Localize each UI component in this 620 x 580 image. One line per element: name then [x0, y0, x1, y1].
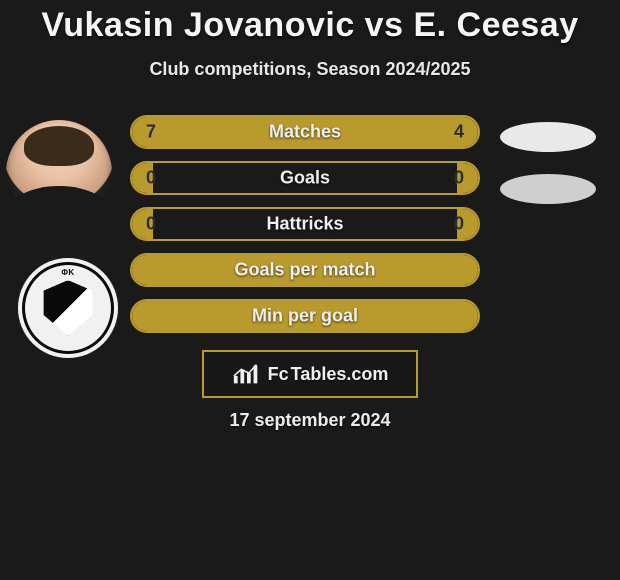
stat-value-right: 0	[454, 168, 464, 189]
stat-fill-left	[132, 117, 350, 147]
stat-label: Hattricks	[132, 214, 478, 235]
subtitle: Club competitions, Season 2024/2025	[0, 59, 620, 80]
stat-row-matches: 74Matches	[130, 115, 480, 149]
stat-fill	[132, 255, 478, 285]
brand-text: FcTables.com	[268, 364, 389, 385]
brand-box[interactable]: FcTables.com	[202, 350, 418, 398]
stat-row-goals-per-match: Goals per match	[130, 253, 480, 287]
brand-rest: Tables.com	[291, 364, 389, 385]
stat-value-left: 0	[146, 214, 156, 235]
bar-chart-icon	[232, 362, 262, 386]
stat-value-right: 4	[454, 122, 464, 143]
brand-fc: Fc	[268, 364, 289, 385]
stat-value-left: 0	[146, 168, 156, 189]
stats-block: 74Matches00Goals00HattricksGoals per mat…	[0, 115, 620, 345]
stat-row-hattricks: 0 0Hattricks	[130, 207, 480, 241]
stat-row-goals: 0 0Goals	[130, 161, 480, 195]
stat-row-min-per-goal: Min per goal	[130, 299, 480, 333]
page-title: Vukasin Jovanovic vs E. Ceesay	[0, 0, 620, 45]
stat-fill	[132, 301, 478, 331]
stat-label: Goals	[132, 168, 478, 189]
stat-value-left: 7	[146, 122, 156, 143]
stat-value-right: 0	[454, 214, 464, 235]
date-text: 17 september 2024	[0, 410, 620, 431]
